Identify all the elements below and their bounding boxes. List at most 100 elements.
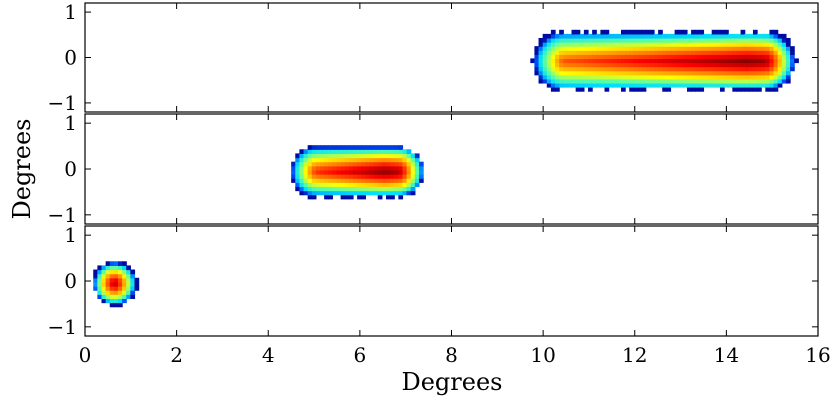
heatmap-cell [377,161,383,167]
heatmap-cell [571,74,577,80]
heatmap-cell [101,265,107,271]
heatmap-cell [394,182,399,188]
heatmap-cell [567,54,573,60]
heatmap-cell [579,74,585,80]
heatmap-cell [691,50,696,55]
heatmap-cell [134,277,140,283]
heatmap-cell [361,194,366,200]
heatmap-cell [579,82,585,88]
heatmap-cell [674,66,680,72]
heatmap-cell [571,42,577,47]
heatmap-cell [336,153,342,159]
heatmap-cell [703,50,709,55]
heatmap-cell [418,161,424,167]
heatmap-cell [662,62,667,68]
heatmap-cell [649,33,655,39]
heatmap-cell [348,165,354,171]
heatmap-cell [303,190,309,196]
heatmap-cell [596,58,601,64]
heatmap-cell [674,58,680,64]
heatmap-cell [748,87,754,92]
heatmap-cell [773,82,779,88]
heatmap-cell [695,29,700,35]
heatmap-cell [542,37,548,43]
heatmap-cell [295,165,300,171]
heatmap-cell [699,82,705,88]
heatmap-cell [757,78,762,84]
heatmap-cell [777,37,783,43]
heatmap-cell [117,261,123,267]
heatmap-cell [324,165,329,171]
heatmap-cell [695,58,700,64]
heatmap-cell [748,58,754,64]
heatmap-cell [369,149,375,155]
heatmap-cell [390,157,395,163]
heatmap-cell [670,66,676,72]
heatmap-cell [752,87,758,92]
heatmap-cell [340,149,346,155]
heatmap-cell [604,37,610,43]
heatmap-cell [686,70,692,76]
heatmap-cell [357,145,362,150]
heatmap-cell [575,42,581,47]
heatmap-cell [390,161,395,167]
heatmap-cell [662,58,667,64]
heatmap-cell [625,37,630,43]
heatmap-cell [406,153,412,159]
heatmap-cell [563,82,568,88]
heatmap-cell [117,265,123,271]
heatmap-cell [550,50,556,55]
heatmap-cell [621,50,626,55]
heatmap-cell [546,46,552,51]
heatmap-cell [649,37,655,43]
heatmap-cell [117,302,123,308]
heatmap-cell [765,50,771,55]
heatmap-cell [736,42,742,47]
heatmap-cell [674,42,680,47]
heatmap-cell [357,161,362,167]
heatmap-cell [571,37,577,43]
heatmap-cell [101,298,107,304]
heatmap-cell [682,54,688,60]
heatmap-cell [336,169,342,175]
heatmap-cell [703,46,709,51]
heatmap-cell [633,78,639,84]
heatmap-cell [328,153,333,159]
heatmap-cell [740,46,746,51]
heatmap-cell [324,190,329,196]
heatmap-cell [414,157,420,163]
heatmap-cell [699,46,705,51]
heatmap-cell [682,37,688,43]
heatmap-cell [583,42,589,47]
heatmap-cell [418,169,424,175]
heatmap-cell [785,50,791,55]
heatmap-cell [625,46,630,51]
heatmap-cell [604,70,610,76]
heatmap-cell [410,165,416,171]
heatmap-cell [773,70,779,76]
heatmap-cell [616,37,622,43]
heatmap-cell [662,54,667,60]
heatmap-cell [122,294,127,300]
heatmap-cell [695,82,700,88]
heatmap-cell [559,58,564,64]
heatmap-cell [637,54,643,60]
heatmap-cell [728,42,733,47]
heatmap-cell [117,281,123,287]
heatmap-cell [134,286,140,291]
heatmap-cell [653,78,659,84]
heatmap-cell [130,294,136,300]
heatmap-cell [748,74,754,80]
heatmap-cell [398,157,404,163]
heatmap-cell [122,273,127,279]
heatmap-cell [117,298,123,304]
heatmap-cell [674,33,680,39]
heatmap-cell [740,37,746,43]
heatmap-cell [295,178,300,183]
heatmap-cell [678,62,684,68]
heatmap-cell [641,37,647,43]
heatmap-cell [744,33,750,39]
heatmap-cell [406,169,412,175]
heatmap-cell [637,46,643,51]
heatmap-cell [695,33,700,39]
